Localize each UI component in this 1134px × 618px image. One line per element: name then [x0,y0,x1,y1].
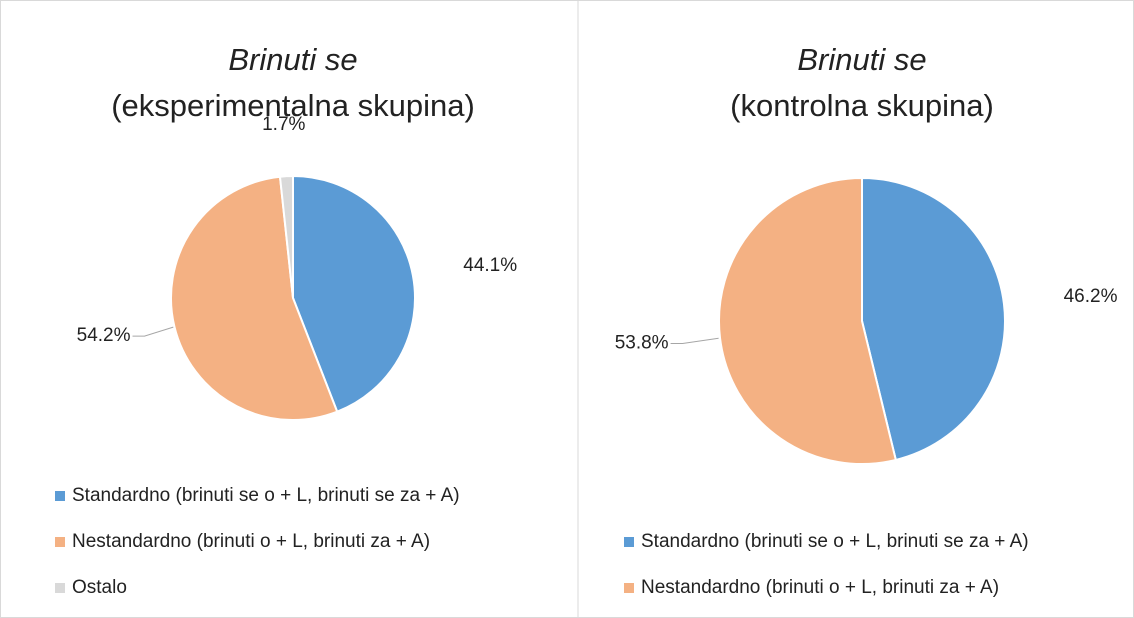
legend-label: Nestandardno (brinuti o + L, brinuti za … [641,577,999,598]
legend-label: Ostalo [72,577,127,598]
pie-slice [170,175,339,421]
pie-slice [861,176,1006,462]
pie-slice [292,174,417,414]
chart-title: Brinuti se [797,42,926,77]
legend-label: Standardno (brinuti se o + L, brinuti se… [641,531,1029,552]
pie-slice [718,176,898,465]
legend-swatch [55,583,65,593]
legend-label: Standardno (brinuti se o + L, brinuti se… [72,485,460,506]
chart-subtitle: (kontrolna skupina) [730,88,994,123]
chart-title: Brinuti se [228,42,357,77]
data-label: 53.8% [615,332,669,353]
legend-swatch [624,537,634,547]
legend-label: Nestandardno (brinuti o + L, brinuti za … [72,531,430,552]
legend-swatch [624,583,634,593]
leader-line [670,337,719,344]
data-label: 44.1% [463,255,517,276]
legend-swatch [55,491,65,501]
pie-slice [278,174,294,299]
data-label: 1.7% [262,114,305,135]
leader-line [132,326,174,337]
chart-subtitle: (eksperimentalna skupina) [111,88,475,123]
data-label: 46.2% [1064,286,1118,307]
data-label: 54.2% [77,325,131,346]
legend-swatch [55,537,65,547]
